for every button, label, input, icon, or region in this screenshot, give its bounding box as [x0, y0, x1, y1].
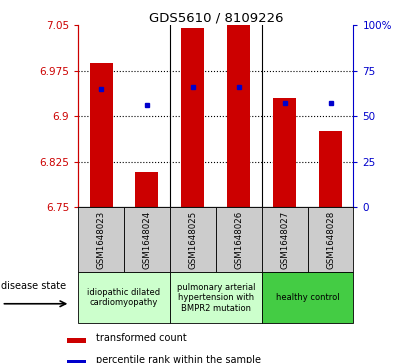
Text: GSM1648028: GSM1648028	[326, 211, 335, 269]
Bar	[170, 207, 216, 272]
Text: percentile rank within the sample: percentile rank within the sample	[95, 355, 261, 363]
Bar	[136, 172, 158, 207]
Bar	[67, 338, 86, 343]
Text: idiopathic dilated
cardiomyopathy: idiopathic dilated cardiomyopathy	[88, 288, 161, 307]
Bar	[90, 63, 113, 207]
Text: pulmonary arterial
hypertension with
BMPR2 mutation: pulmonary arterial hypertension with BMP…	[177, 283, 255, 313]
Text: GSM1648024: GSM1648024	[143, 211, 151, 269]
Text: GSM1648023: GSM1648023	[97, 211, 106, 269]
Bar	[262, 272, 353, 323]
Bar	[124, 207, 170, 272]
Bar	[273, 98, 296, 207]
Bar	[170, 272, 262, 323]
Title: GDS5610 / 8109226: GDS5610 / 8109226	[148, 11, 283, 24]
Text: GSM1648025: GSM1648025	[188, 211, 197, 269]
Text: GSM1648026: GSM1648026	[234, 211, 243, 269]
Bar	[262, 207, 307, 272]
Bar	[181, 28, 204, 207]
Bar	[227, 25, 250, 207]
Bar	[78, 207, 124, 272]
Bar	[307, 207, 353, 272]
Bar	[216, 207, 262, 272]
Bar	[78, 272, 170, 323]
Text: healthy control: healthy control	[276, 293, 339, 302]
Text: disease state: disease state	[2, 281, 67, 291]
Text: GSM1648027: GSM1648027	[280, 211, 289, 269]
Bar	[67, 359, 86, 363]
Bar	[319, 131, 342, 207]
Text: transformed count: transformed count	[95, 333, 186, 343]
